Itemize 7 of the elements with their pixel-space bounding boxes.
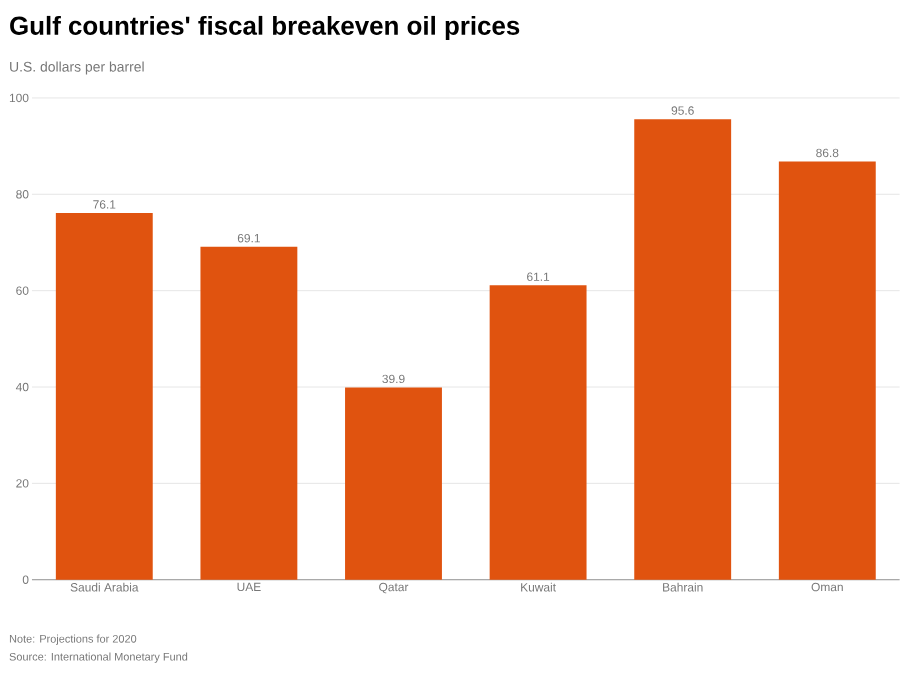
bar	[634, 119, 732, 580]
bar	[55, 213, 153, 580]
bar	[489, 285, 587, 580]
bar	[345, 387, 442, 580]
bar	[200, 246, 298, 580]
bar	[778, 161, 876, 580]
chart-title: Gulf countries' fiscal breakeven oil prices	[10, 16, 520, 41]
